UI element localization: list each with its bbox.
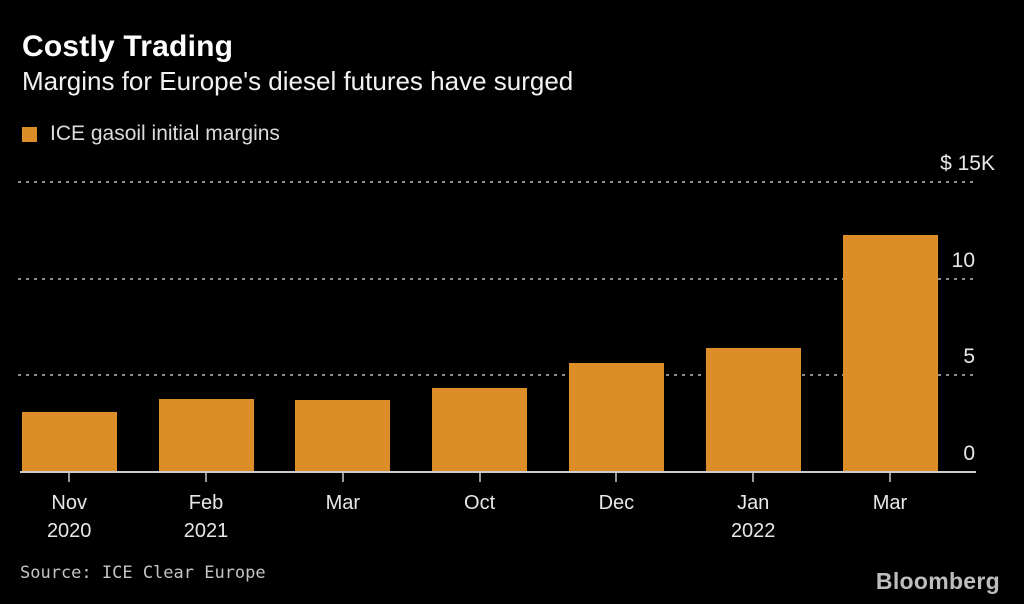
x-axis-label-line: Jan — [737, 492, 770, 514]
bar-1 — [158, 398, 254, 472]
x-tick-2 — [341, 473, 344, 482]
source-note: Source: ICE Clear Europe — [20, 563, 266, 583]
chart-subtitle: Margins for Europe's diesel futures have… — [22, 66, 574, 96]
x-axis-label-1: Feb 2021 — [141, 489, 271, 545]
y-axis-label-5: 5 — [963, 345, 975, 369]
bloomberg-logo: Bloomberg — [875, 568, 1000, 594]
y-axis-label-15: $ 15K — [940, 152, 995, 175]
y-gridline-5 — [18, 374, 975, 377]
legend: ICE gasoil initial margins — [22, 122, 280, 146]
x-axis-label-line: 2022 — [730, 520, 776, 542]
x-tick-5 — [752, 473, 755, 482]
bar-3 — [432, 387, 528, 472]
x-axis-label-line: Oct — [464, 492, 496, 514]
x-axis-label-4: Dec — [551, 489, 681, 517]
y-gridline-15 — [18, 181, 975, 183]
x-axis-label-line: Nov — [51, 492, 87, 514]
bar-2 — [295, 399, 391, 472]
x-axis-label-line: Dec — [598, 492, 635, 514]
x-axis-label-3: Oct — [415, 489, 545, 517]
y-gridline-10 — [18, 277, 975, 280]
y-axis-label-10: 10 — [951, 248, 975, 272]
x-axis-label-6: Mar — [825, 489, 955, 517]
legend-label: ICE gasoil initial margins — [50, 122, 280, 145]
x-axis-label-line: 2021 — [183, 520, 229, 542]
chart-title: Costly Trading — [22, 30, 234, 63]
legend-swatch-icon — [22, 126, 37, 142]
x-axis-label-line: 2020 — [46, 520, 92, 542]
bar-0 — [21, 412, 117, 472]
x-axis-label-line: Mar — [872, 492, 908, 514]
x-axis-label-2: Mar — [278, 489, 408, 517]
x-tick-0 — [68, 473, 71, 482]
bar-4 — [568, 362, 664, 472]
x-axis-label-0: Nov 2020 — [4, 489, 134, 545]
x-tick-3 — [478, 473, 481, 482]
x-axis-label-5: Jan 2022 — [688, 489, 818, 545]
x-tick-6 — [889, 473, 891, 482]
x-axis-line — [20, 471, 976, 473]
x-axis-label-line: Feb — [188, 492, 224, 514]
x-axis-label-line: Mar — [325, 492, 361, 514]
bar-6 — [842, 235, 938, 472]
x-tick-4 — [615, 473, 618, 482]
x-tick-1 — [205, 473, 207, 482]
bar-5 — [705, 348, 801, 472]
y-axis-label-0: 0 — [963, 442, 975, 465]
